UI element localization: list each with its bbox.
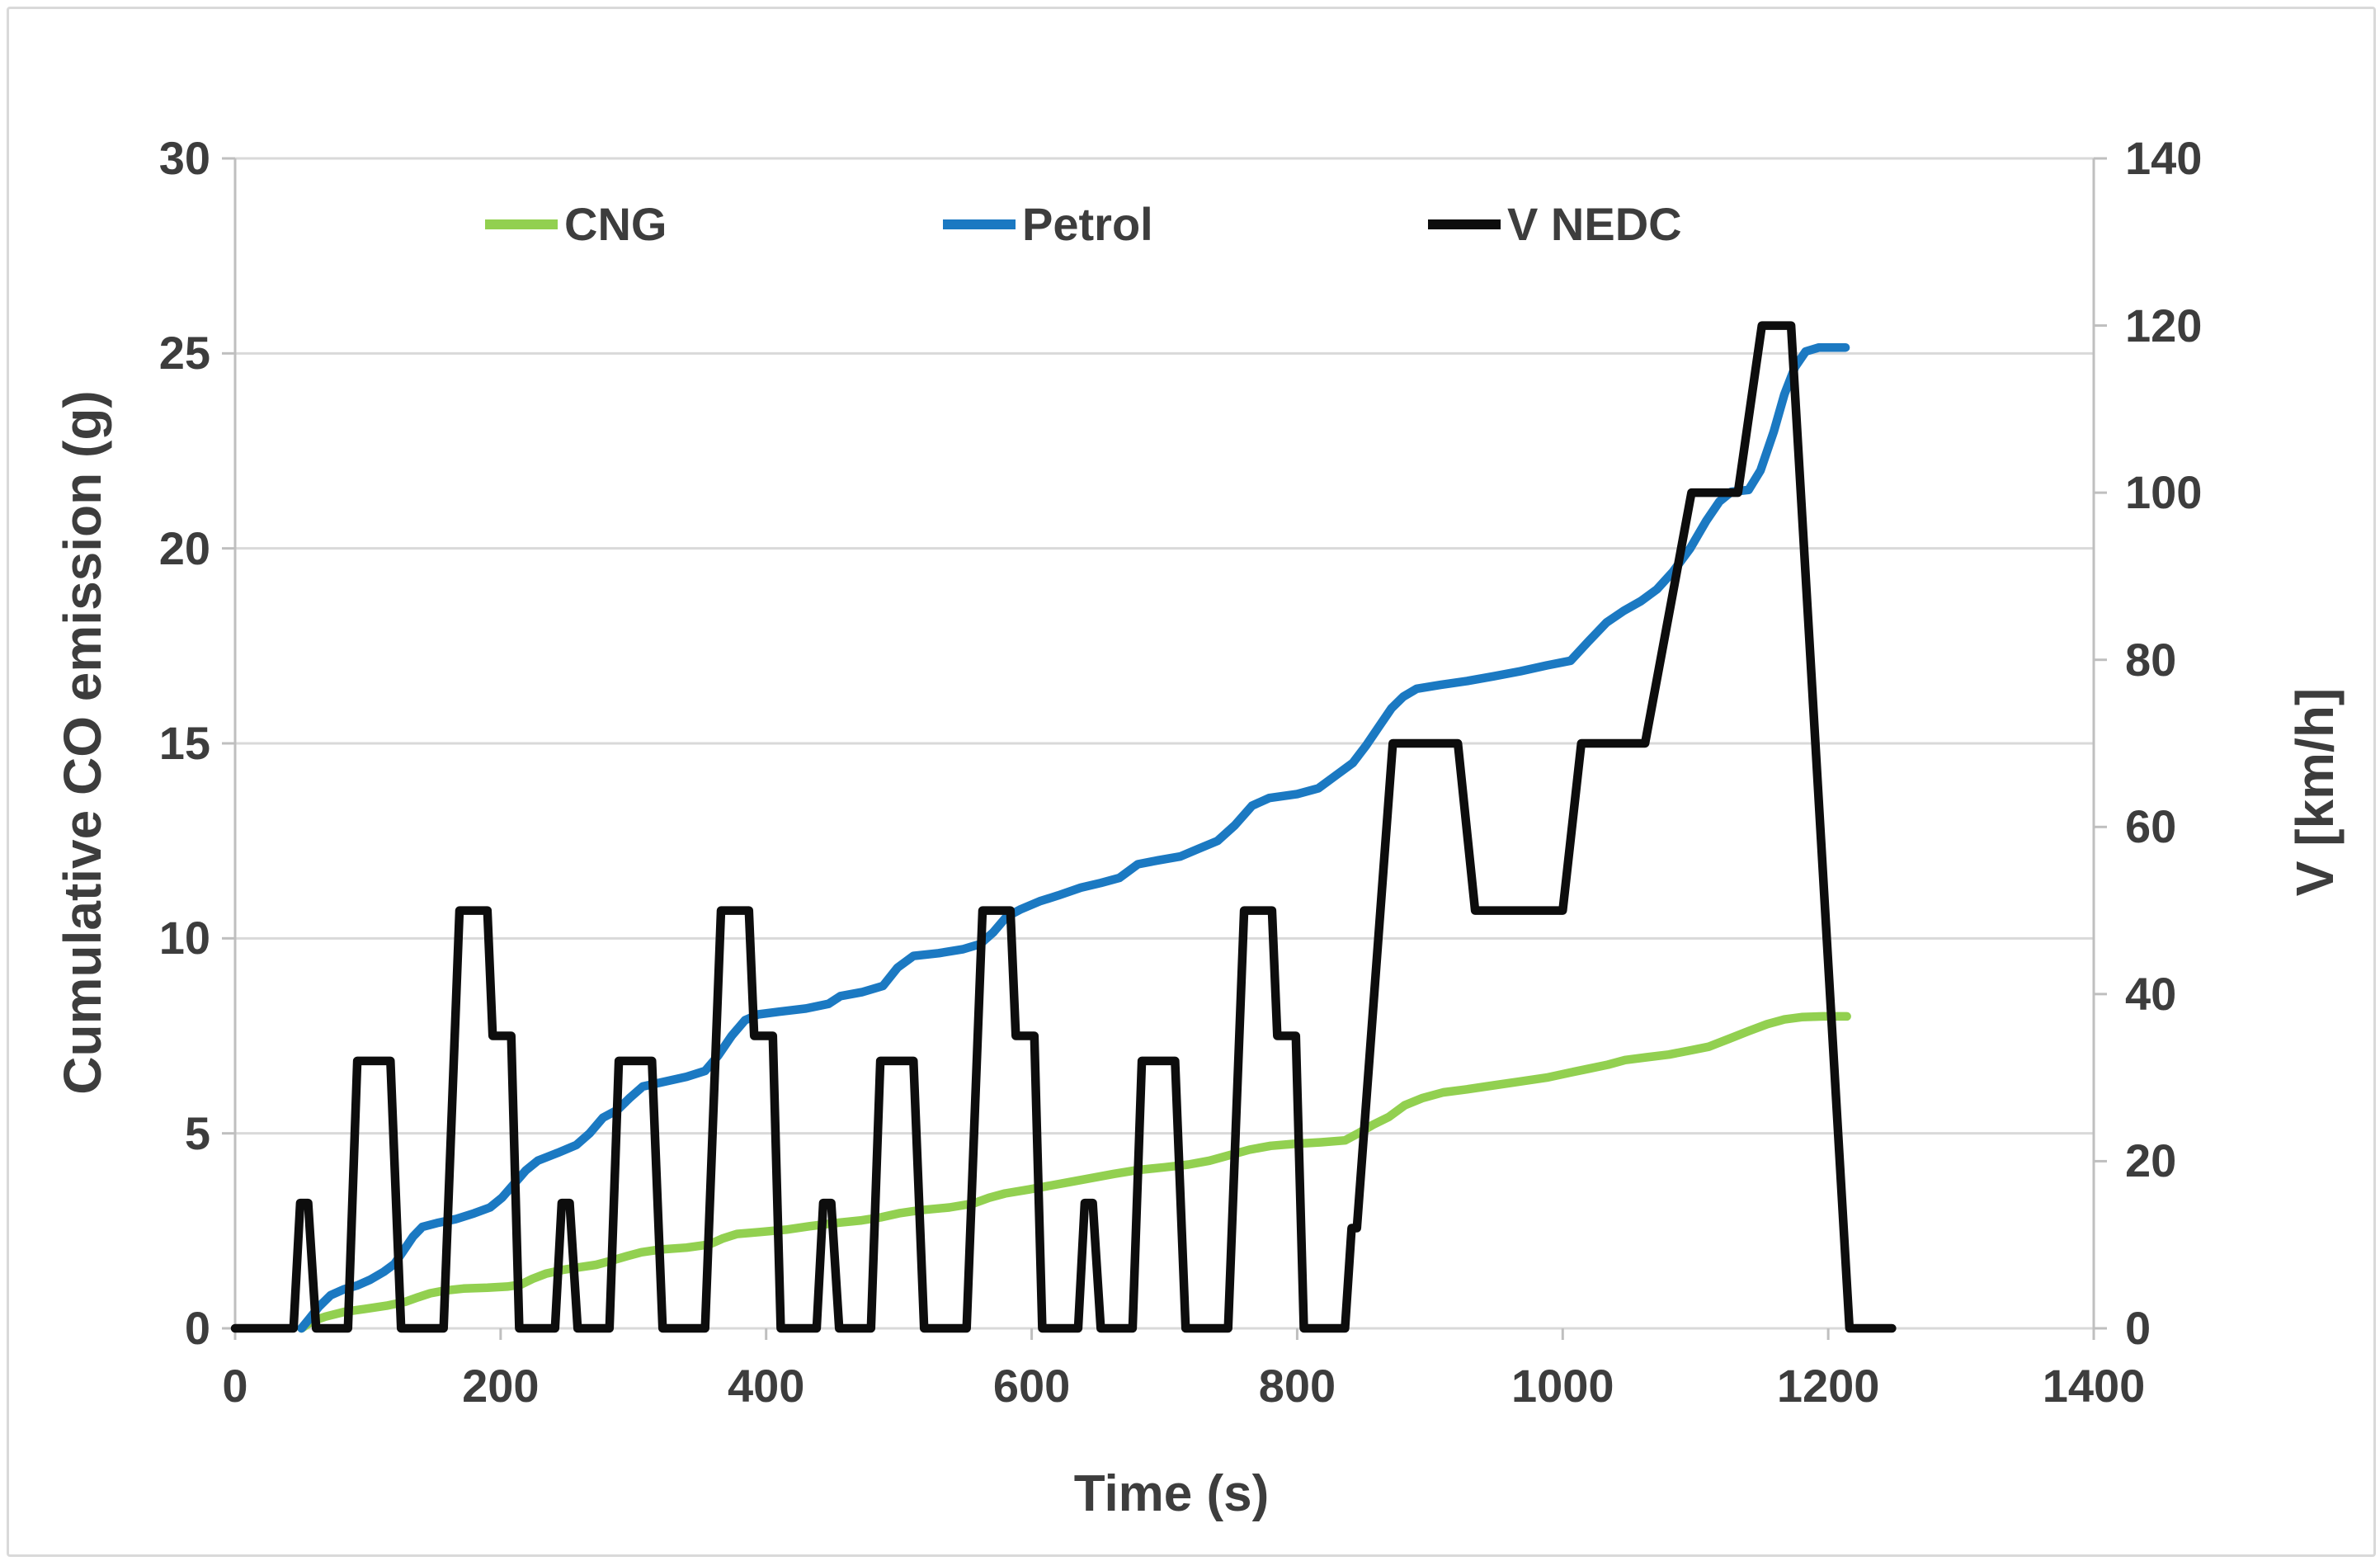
legend-item-vnedc: V NEDC (1428, 198, 1682, 251)
x-tick-label-1000: 1000 (1510, 1360, 1614, 1412)
y-left-tick-label-0: 0 (184, 1302, 210, 1354)
y-right-tick-label-0: 0 (2125, 1302, 2151, 1354)
cng-line-swatch (485, 219, 558, 229)
y-right-tick-label-120: 120 (2125, 299, 2203, 351)
y-left-tick-label-15: 15 (158, 717, 210, 769)
y-left-tick-label-20: 20 (158, 521, 210, 574)
x-tick-label-800: 800 (1258, 1360, 1336, 1412)
legend-item-cng: CNG (485, 198, 667, 251)
x-tick-label-1200: 1200 (1776, 1360, 1880, 1412)
y-right-tick-label-140: 140 (2125, 132, 2203, 184)
y-right-tick-label-40: 40 (2125, 967, 2177, 1020)
x-tick-label-400: 400 (727, 1360, 805, 1412)
x-axis-title: Time (s) (1073, 1465, 1270, 1522)
legend-label-petrol: Petrol (1022, 198, 1153, 250)
y-left-tick-label-30: 30 (158, 132, 210, 184)
y-left-tick-label-25: 25 (158, 327, 210, 380)
legend-label-cng: CNG (564, 198, 667, 250)
legend-item-petrol: Petrol (943, 198, 1153, 251)
series-line-v-nedc (230, 321, 1897, 1333)
x-tick-label-200: 200 (462, 1360, 540, 1412)
legend-label-vnedc: V NEDC (1507, 198, 1682, 250)
x-tick-label-0: 0 (222, 1360, 248, 1412)
series-line-cng (297, 1012, 1851, 1333)
petrol-line-swatch (943, 219, 1016, 229)
y-axis-title-right: V [km/h] (2285, 687, 2345, 897)
y-right-tick-label-100: 100 (2125, 466, 2203, 519)
x-tick-label-1400: 1400 (2042, 1360, 2146, 1412)
y-left-tick-label-10: 10 (158, 912, 210, 964)
y-right-tick-label-80: 80 (2125, 633, 2177, 686)
y-right-tick-label-20: 20 (2125, 1134, 2177, 1187)
y-right-tick-label-60: 60 (2125, 800, 2177, 853)
x-tick-label-600: 600 (992, 1360, 1071, 1412)
vnedc-line-swatch (1428, 219, 1501, 229)
figure-border (7, 7, 2376, 1557)
y-left-tick-label-5: 5 (184, 1106, 210, 1159)
